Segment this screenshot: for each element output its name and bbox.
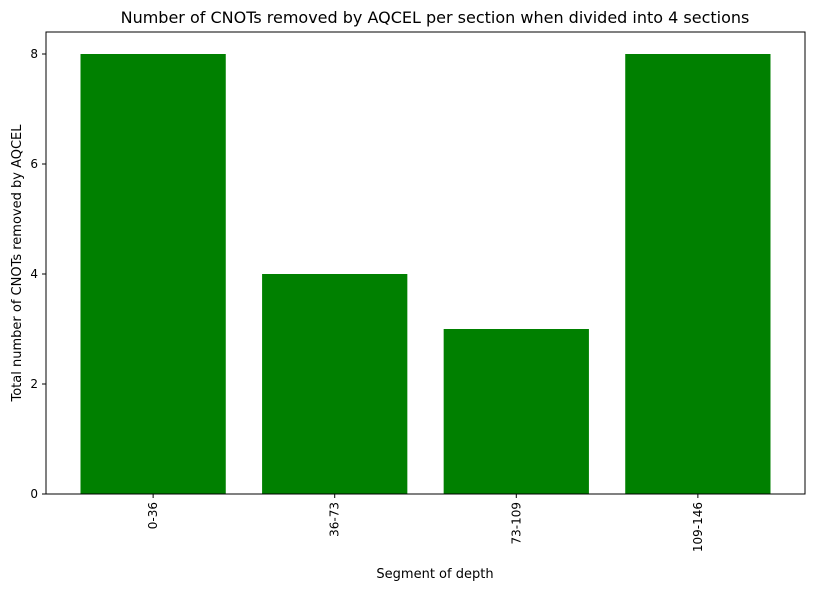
y-tick-label: 8 [30,47,38,61]
axes-frame [45,31,806,495]
x-tick-label: 73-109 [509,502,523,545]
x-tick-label: 109-146 [691,502,705,552]
x-axis-label: Segment of depth [376,567,493,582]
y-axis-label: Total number of CNOTs removed by AQCEL [10,124,25,403]
x-tick-label: 0-36 [146,502,160,529]
bar-73-109 [443,329,589,494]
y-axis-ticks: 0 2 4 6 8 [30,47,46,501]
y-tick-label: 6 [30,157,38,171]
bar-109-146 [625,54,771,494]
x-tick-label: 36-73 [328,502,342,537]
x-axis-ticks: 0-36 36-73 73-109 109-146 [146,494,705,552]
chart-title: Number of CNOTs removed by AQCEL per sec… [121,8,750,27]
bars-group [80,54,771,494]
y-tick-label: 2 [30,377,38,391]
bar-36-73 [262,274,408,494]
bar-0-36 [80,54,226,494]
y-tick-label: 4 [30,267,38,281]
y-tick-label: 0 [30,487,38,501]
